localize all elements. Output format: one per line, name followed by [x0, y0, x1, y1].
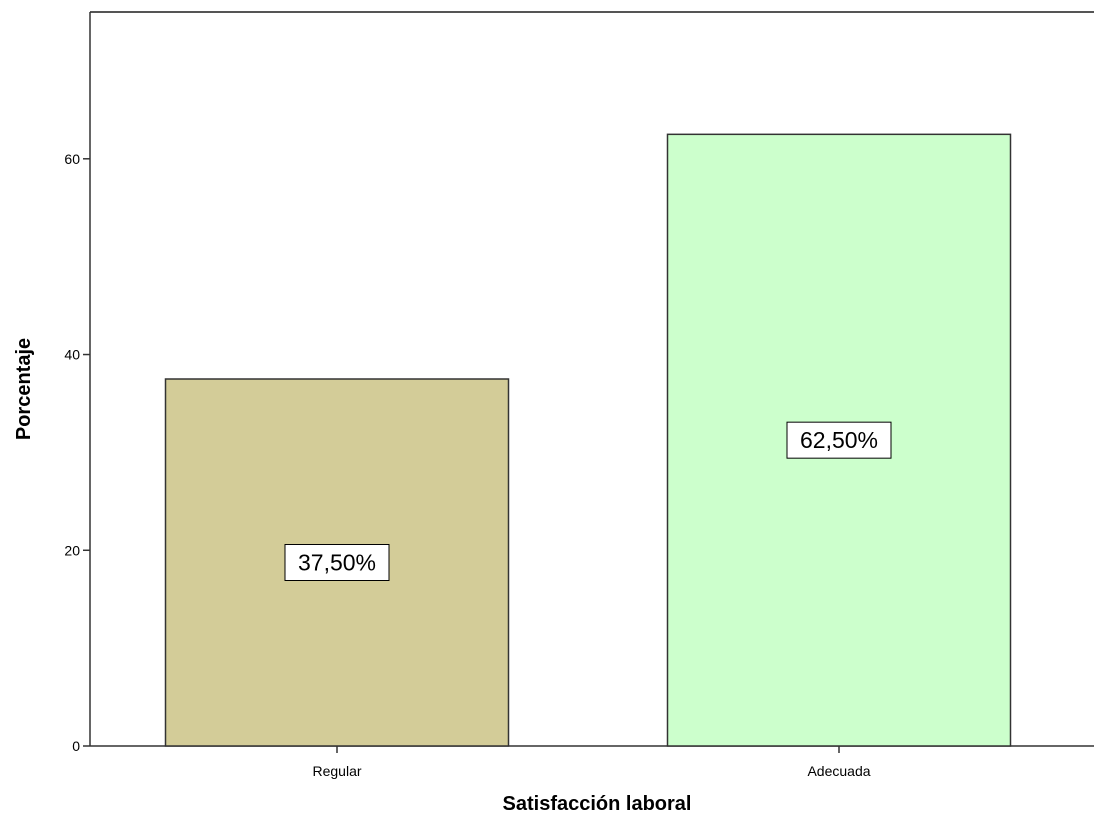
- y-tick-label: 0: [72, 738, 80, 754]
- y-tick-label: 40: [64, 347, 80, 363]
- x-tick-label: Adecuada: [807, 763, 870, 779]
- data-label-box: [786, 421, 892, 459]
- y-axis-title: Porcentaje: [13, 338, 35, 440]
- x-axis-title: Satisfacción laboral: [503, 793, 692, 815]
- y-axis: 0 20 40 60: [64, 151, 90, 754]
- data-label-text: 37,50%: [298, 550, 376, 576]
- data-label-text: 62,50%: [800, 427, 878, 453]
- data-label-box: [284, 544, 390, 581]
- y-tick-label: 20: [64, 542, 80, 558]
- x-tick-label: Regular: [312, 763, 361, 779]
- data-label-regular: 37,50%: [284, 544, 390, 581]
- y-tick-label: 60: [64, 151, 80, 167]
- data-label-adecuada: 62,50%: [786, 421, 892, 459]
- x-axis: Regular Adecuada: [312, 746, 871, 779]
- data-labels: 37,50% 62,50%: [284, 421, 892, 581]
